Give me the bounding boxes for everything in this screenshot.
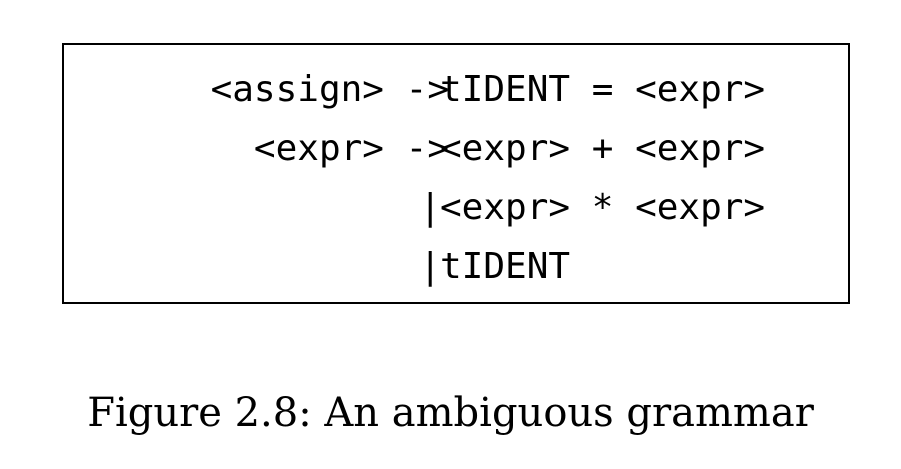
figure-caption: Figure 2.8: An ambiguous grammar [87, 390, 814, 436]
rule-lhs: <expr> -> [253, 128, 449, 169]
rule-alternative-bar: | [419, 246, 441, 287]
grammar-rule-assign: <assign> -> tIDENT = <expr> [64, 69, 766, 119]
rule-rhs: tIDENT = <expr> [440, 69, 766, 110]
rule-lhs: <assign> -> [210, 69, 449, 110]
rule-rhs: <expr> * <expr> [440, 187, 766, 228]
grammar-rule-expr-times: | <expr> * <expr> [64, 187, 765, 237]
grammar-box: <assign> -> tIDENT = <expr> <expr> -> <e… [62, 43, 850, 304]
rule-rhs: <expr> + <expr> [440, 128, 766, 169]
grammar-rule-expr-plus: <expr> -> <expr> + <expr> [64, 128, 765, 178]
rule-alternative-bar: | [419, 187, 441, 228]
grammar-rule-ident: | tIDENT [64, 246, 570, 296]
rule-rhs: tIDENT [440, 246, 571, 287]
